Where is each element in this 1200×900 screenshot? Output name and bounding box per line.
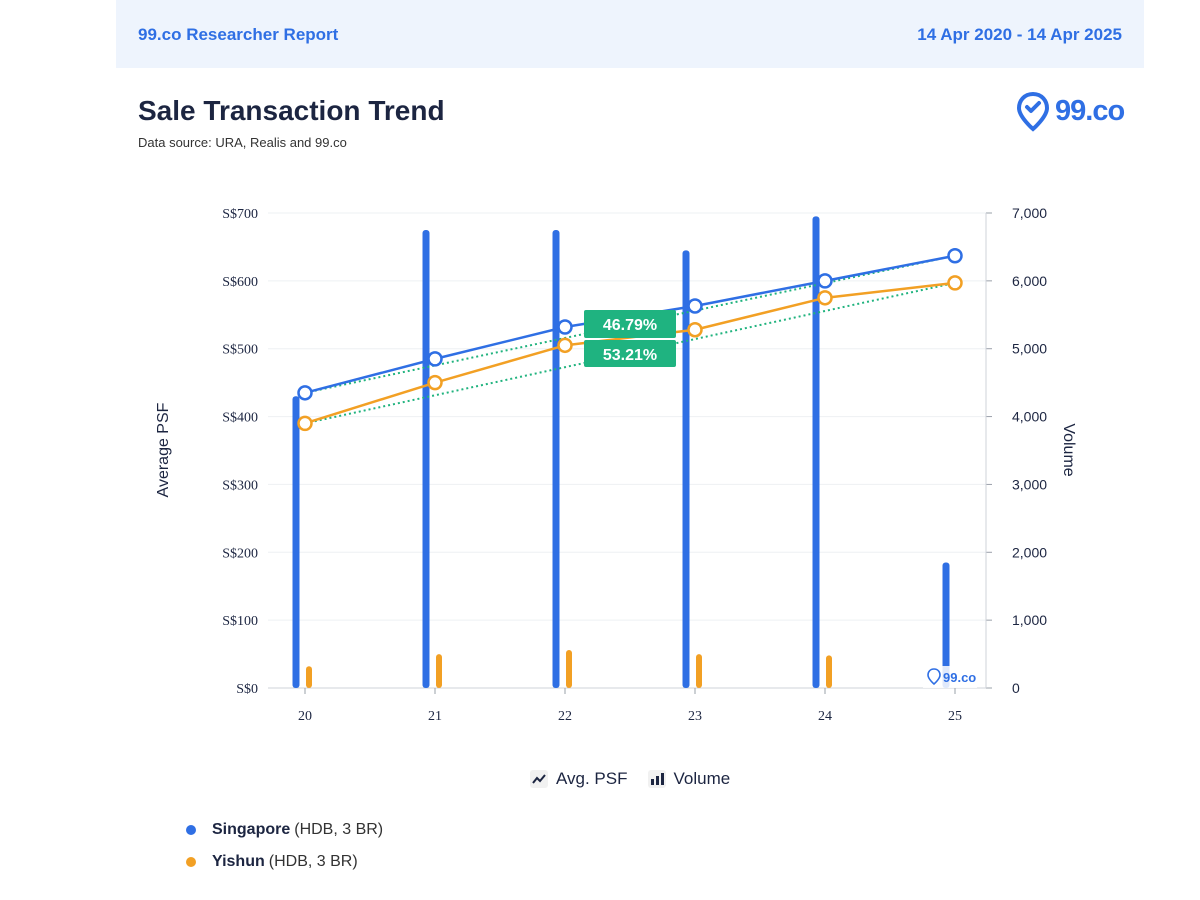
y2-tick-label: 0 [1012,680,1020,696]
watermark-pin-icon [927,668,941,686]
legend-dot [186,857,196,867]
bar-singapore [942,562,950,688]
trend-line-singapore [304,254,956,394]
chart-title: Sale Transaction Trend [138,95,445,126]
point-singapore [817,273,833,289]
bar-yishun [696,654,702,688]
series-legend: Singapore (HDB, 3 BR) Yishun (HDB, 3 BR) [186,818,383,882]
bar-singapore [552,229,560,688]
date-range: 14 Apr 2020 - 14 Apr 2025 [917,25,1122,44]
y-tick-label: S$400 [222,411,258,426]
y-tick-label: S$200 [222,546,258,561]
bar-yishun [436,654,442,688]
legend-dot [186,825,196,835]
y-tick-label: S$600 [222,275,258,290]
legend-series-yishun[interactable]: Yishun (HDB, 3 BR) [186,850,383,874]
y2-tick-label: 1,000 [1012,612,1047,628]
bar-yishun [306,666,312,688]
x-tick-label: 22 [558,709,572,724]
logo-text: 99.co [1055,95,1125,127]
chart-subtitle: Data source: URA, Realis and 99.co [138,135,347,150]
line-chart-icon [530,770,548,788]
y2-tick-label: 4,000 [1012,409,1047,425]
bar-yishun [826,655,832,688]
point-yishun [557,337,573,354]
point-yishun [947,275,963,291]
x-tick-label: 20 [298,709,312,724]
x-tick-label: 21 [428,709,442,724]
point-singapore [427,351,443,367]
y2-tick-label: 7,000 [1012,205,1047,221]
bar-singapore [422,229,430,688]
growth-annotation: 46.79% [603,317,657,334]
x-tick-label: 25 [948,709,962,724]
point-singapore [687,298,703,314]
series-name: Singapore [212,821,291,838]
bar-singapore [682,250,690,689]
bar-chart-icon [647,770,666,788]
series-detail: (HDB, 3 BR) [294,821,384,838]
point-singapore [947,248,963,264]
legend-series-singapore[interactable]: Singapore (HDB, 3 BR) [186,818,383,842]
watermark-text: 99.co [943,670,976,685]
report-title: 99.co Researcher Report [138,25,339,44]
growth-annotation: 53.21% [603,347,657,364]
legend-avg-psf[interactable]: Avg. PSF [530,769,628,789]
location-pin-icon [1016,92,1050,132]
bar-singapore [292,396,300,688]
point-yishun [817,290,833,306]
x-tick-label: 23 [688,709,702,724]
brand-logo: 99.co [1016,92,1126,132]
legend-avg-psf-label: Avg. PSF [556,769,628,788]
y2-tick-label: 2,000 [1012,544,1047,560]
y-tick-label: S$100 [222,614,258,629]
y2-tick-label: 3,000 [1012,476,1047,492]
series-detail: (HDB, 3 BR) [268,853,358,870]
y-tick-label: S$0 [236,682,258,697]
legend-volume-label: Volume [673,769,731,788]
y2-axis-label: Volume [1060,423,1077,476]
trend-line-yishun [304,281,956,425]
y-axis-label: Average PSF [155,402,172,497]
legend-volume[interactable]: Volume [647,769,731,789]
series-name: Yishun [212,853,265,870]
sale-trend-chart: S$0 S$100 S$200 S$300 S$400 S$500 S$600 S$700 0 1… [155,205,1077,724]
bar-singapore [812,216,820,688]
point-yishun [687,321,703,338]
y-tick-label: S$500 [222,343,258,358]
report-header: 99.co Researcher Report 14 Apr 2020 - 14… [116,0,1144,68]
point-yishun [427,374,443,391]
growth-badge-bg [584,340,676,367]
y2-tick-label: 5,000 [1012,341,1047,357]
point-singapore [297,385,313,401]
bar-yishun [566,650,572,688]
point-singapore [557,319,573,335]
y-tick-label: S$300 [222,478,258,493]
y-tick-label: S$700 [222,207,258,222]
chart-type-legend: Avg. PSF Volume [530,765,744,793]
x-tick-label: 24 [818,709,832,724]
growth-badge-bg [584,310,676,338]
y2-tick-label: 6,000 [1012,273,1047,289]
point-yishun [297,415,313,432]
